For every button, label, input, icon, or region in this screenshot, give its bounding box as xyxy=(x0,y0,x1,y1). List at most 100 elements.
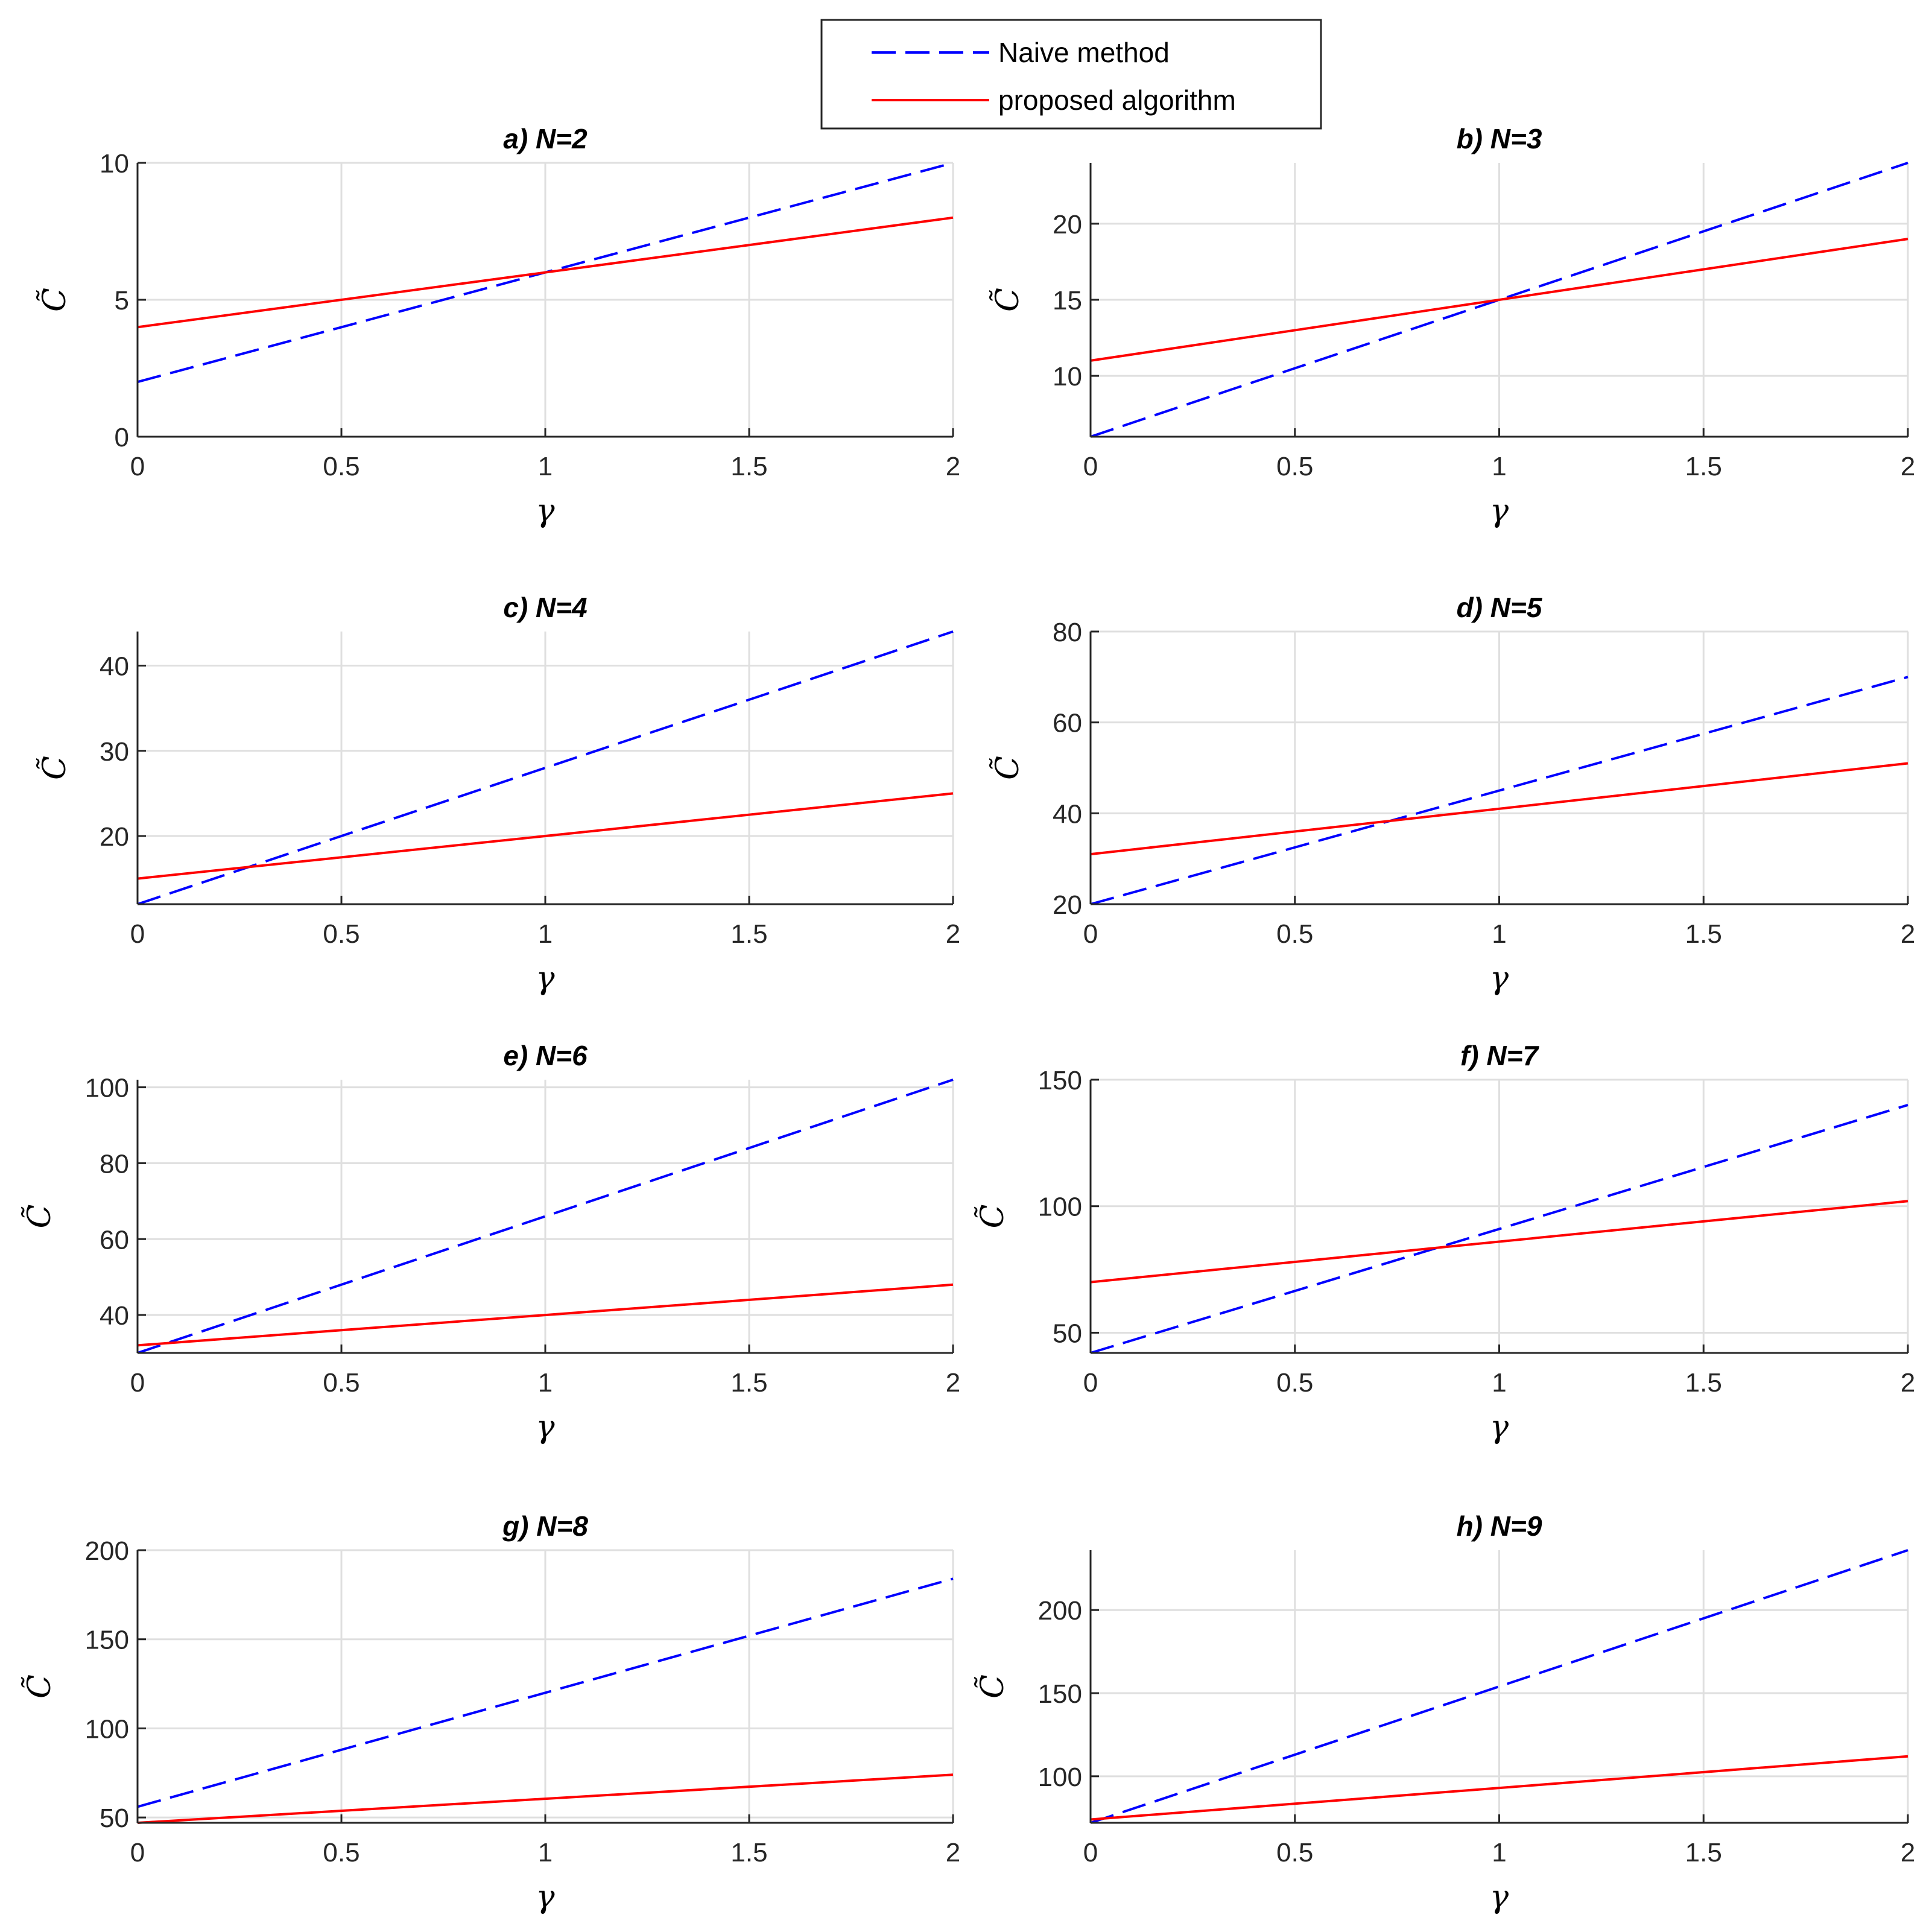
legend-label-naive: Naive method xyxy=(998,37,1170,68)
y-tick-label: 20 xyxy=(1053,890,1082,920)
x-tick-label: 0 xyxy=(130,1838,145,1867)
y-tick-label: 100 xyxy=(1038,1192,1082,1222)
y-tick-label: 60 xyxy=(1053,709,1082,738)
panel-c: 0 0.5 1 1.5 2 20 30 40 c) N=4 γ C̃ xyxy=(36,592,961,996)
x-axis-label: γ xyxy=(536,1409,555,1445)
x-axis-label: γ xyxy=(536,960,555,996)
series-line-proposed xyxy=(1090,1200,1908,1284)
y-axis-label: C̃ xyxy=(36,756,73,780)
panel-b: 0 0.5 1 1.5 2 10 15 20 b) N=3 γ C̃ xyxy=(989,123,1916,529)
panel-a: 0 0.5 1 1.5 2 0 5 10 a) N=2 γ C̃ xyxy=(36,123,961,529)
x-tick-label: 0.5 xyxy=(323,1368,359,1398)
y-axis-label: C̃ xyxy=(989,756,1026,780)
y-tick-label: 40 xyxy=(100,1301,129,1331)
x-tick-label: 0 xyxy=(1083,1838,1098,1867)
x-tick-label: 2 xyxy=(1901,1838,1915,1867)
x-tick-label: 0.5 xyxy=(1276,1368,1313,1398)
x-tick-label: 1.5 xyxy=(730,1368,767,1398)
series-line-proposed xyxy=(1090,762,1908,856)
series-line-proposed xyxy=(137,216,954,329)
y-axis-label: C̃ xyxy=(989,288,1026,312)
series-line-proposed xyxy=(1090,238,1908,362)
x-tick-label: 0.5 xyxy=(323,452,359,481)
y-tick-label: 40 xyxy=(100,652,129,682)
panel-g: 0 0.5 1 1.5 2 50 100 150 200 g) N=8 γ C̃ xyxy=(21,1510,961,1915)
series-line-proposed xyxy=(137,792,954,880)
y-tick-label: 100 xyxy=(85,1714,129,1744)
legend-box xyxy=(820,19,1322,130)
y-tick-label: 150 xyxy=(1038,1066,1082,1095)
y-tick-label: 50 xyxy=(100,1804,129,1833)
x-tick-label: 1.5 xyxy=(1685,1838,1722,1867)
x-tick-label: 2 xyxy=(1901,452,1915,481)
x-axis-label: γ xyxy=(1490,1879,1509,1915)
panel-title: h) N=9 xyxy=(1457,1510,1542,1542)
panel-title: e) N=6 xyxy=(503,1040,588,1071)
series-line-naive xyxy=(137,1078,954,1354)
x-tick-label: 1 xyxy=(538,919,553,949)
x-tick-label: 0.5 xyxy=(323,1838,359,1867)
y-tick-label: 5 xyxy=(115,286,129,315)
series-line-naive xyxy=(137,1577,954,1808)
x-axis-label: γ xyxy=(536,493,555,529)
x-tick-label: 0 xyxy=(1083,1368,1098,1398)
panel-h: 0 0.5 1 1.5 2 100 150 200 h) N=9 γ C̃ xyxy=(974,1510,1916,1915)
y-tick-label: 50 xyxy=(1053,1319,1082,1348)
x-tick-label: 1 xyxy=(538,1368,553,1398)
legend-label-proposed: proposed algorithm xyxy=(998,84,1236,116)
y-axis-label: C̃ xyxy=(21,1205,58,1229)
x-tick-label: 1 xyxy=(1492,452,1506,481)
y-tick-label: 10 xyxy=(100,149,129,179)
x-tick-label: 2 xyxy=(1901,1368,1915,1398)
series-line-naive xyxy=(137,630,954,905)
x-tick-label: 1.5 xyxy=(730,452,767,481)
y-tick-label: 200 xyxy=(85,1536,129,1566)
y-tick-label: 30 xyxy=(100,737,129,767)
series-line-naive xyxy=(1090,1549,1908,1824)
series-line-proposed xyxy=(1090,1755,1908,1821)
y-tick-label: 80 xyxy=(100,1149,129,1179)
y-tick-label: 150 xyxy=(1038,1679,1082,1709)
x-axis-label: γ xyxy=(1490,1409,1509,1445)
x-tick-label: 2 xyxy=(946,452,960,481)
x-tick-label: 1 xyxy=(1492,919,1506,949)
y-tick-label: 15 xyxy=(1053,286,1082,315)
series-line-proposed xyxy=(137,1283,954,1347)
y-tick-label: 150 xyxy=(85,1626,129,1655)
x-tick-label: 1.5 xyxy=(730,1838,767,1867)
x-tick-label: 1.5 xyxy=(1685,452,1722,481)
panel-title: a) N=2 xyxy=(503,123,588,154)
series-line-naive xyxy=(1090,676,1908,905)
x-tick-label: 0.5 xyxy=(1276,452,1313,481)
x-tick-label: 2 xyxy=(1901,919,1915,949)
y-tick-label: 0 xyxy=(115,423,129,452)
x-axis-label: γ xyxy=(1490,960,1509,996)
x-tick-label: 2 xyxy=(946,1368,960,1398)
panel-title: d) N=5 xyxy=(1457,592,1543,623)
x-tick-label: 1 xyxy=(1492,1838,1506,1867)
panel-title: g) N=8 xyxy=(502,1510,588,1542)
y-tick-label: 80 xyxy=(1053,618,1082,647)
x-tick-label: 1.5 xyxy=(730,919,767,949)
y-tick-label: 10 xyxy=(1053,362,1082,391)
x-tick-label: 1.5 xyxy=(1685,1368,1722,1398)
x-tick-label: 2 xyxy=(946,1838,960,1867)
y-tick-label: 100 xyxy=(85,1074,129,1103)
y-tick-label: 20 xyxy=(100,822,129,852)
x-tick-label: 1.5 xyxy=(1685,919,1722,949)
y-tick-label: 40 xyxy=(1053,799,1082,829)
x-tick-label: 1 xyxy=(1492,1368,1506,1398)
y-axis-label: C̃ xyxy=(36,288,73,312)
legend: Naive method proposed algorithm xyxy=(820,19,1322,130)
panel-d: 0 0.5 1 1.5 2 20 40 60 80 d) N=5 γ C̃ xyxy=(989,592,1916,996)
x-tick-label: 0.5 xyxy=(1276,1838,1313,1867)
x-axis-label: γ xyxy=(1490,493,1509,529)
panel-title: f) N=7 xyxy=(1460,1040,1540,1071)
y-axis-label: C̃ xyxy=(974,1674,1011,1699)
y-tick-label: 200 xyxy=(1038,1596,1082,1626)
x-tick-label: 1 xyxy=(538,452,553,481)
y-tick-label: 60 xyxy=(100,1225,129,1255)
x-tick-label: 0 xyxy=(1083,919,1098,949)
y-axis-label: C̃ xyxy=(21,1674,58,1699)
